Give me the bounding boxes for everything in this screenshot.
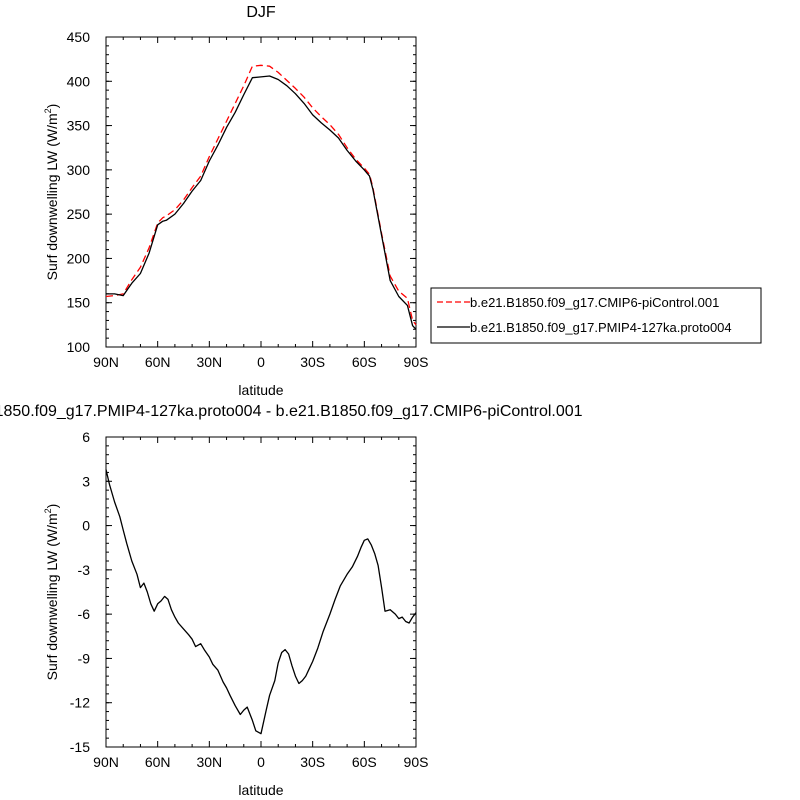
x-tick-label: 60N bbox=[145, 354, 171, 370]
chart-title: DJF bbox=[246, 4, 276, 21]
x-tick-label: 30S bbox=[300, 354, 325, 370]
x-tick-label: 30N bbox=[196, 754, 222, 770]
plot-frame bbox=[105, 436, 417, 748]
legend-label-2: b.e21.B1850.f09_g17.PMIP4-127ka.proto004 bbox=[470, 320, 732, 335]
plot-panel-2: 90N 60N 30N 0 30S 60S 90S 6 3 0 -3 -6 -9 -12 -15 b.e21.… bbox=[0, 403, 583, 798]
y-tick-label: 6 bbox=[82, 429, 90, 445]
plot-panel-1: 90N 60N 30N 0 30S 60S 90S 100 150 200 250 300 350 400… bbox=[43, 4, 762, 398]
y-tick-label: 250 bbox=[67, 206, 91, 222]
x-tick-label: 60N bbox=[145, 754, 171, 770]
y-tick-label: 450 bbox=[67, 29, 91, 45]
x-tick-label: 60S bbox=[352, 354, 377, 370]
x-axis-label: latitude bbox=[238, 782, 283, 798]
x-tick-label: 0 bbox=[257, 354, 265, 370]
x-tick-label: 90S bbox=[404, 754, 429, 770]
legend-box bbox=[430, 287, 762, 344]
y-tick-label: 150 bbox=[67, 295, 91, 311]
y-tick-label: -6 bbox=[78, 606, 91, 622]
legend-label-1: b.e21.B1850.f09_g17.CMIP6-piControl.001 bbox=[470, 295, 719, 310]
y-tick-label: 100 bbox=[67, 339, 91, 355]
y-tick-label: 3 bbox=[82, 473, 90, 489]
y-tick-label: -9 bbox=[78, 650, 91, 666]
series-line-1 bbox=[105, 64, 417, 326]
x-tick-label: 60S bbox=[352, 754, 377, 770]
x-tick-label: 0 bbox=[257, 754, 265, 770]
legend: b.e21.B1850.f09_g17.CMIP6-piControl.001b… bbox=[430, 287, 762, 344]
series-line-2 bbox=[106, 75, 417, 330]
x-tick-label: 30S bbox=[300, 754, 325, 770]
y-tick-label: 400 bbox=[67, 73, 91, 89]
plot-frame bbox=[105, 36, 417, 348]
y-tick-label: 300 bbox=[67, 162, 91, 178]
series-line-1 bbox=[105, 469, 417, 735]
y-tick-label: 350 bbox=[67, 118, 91, 134]
y-tick-label: 0 bbox=[82, 518, 90, 534]
y-tick-label: -15 bbox=[70, 739, 90, 755]
x-tick-label: 90S bbox=[404, 354, 429, 370]
chart-title: b.e21.B1850.f09_g17.PMIP4-127ka.proto004… bbox=[0, 403, 583, 420]
y-axis-label: Surf downwelling LW (W/m2) bbox=[43, 504, 60, 681]
x-tick-label: 90N bbox=[93, 354, 119, 370]
x-axis-label: latitude bbox=[238, 382, 283, 398]
y-tick-label: -3 bbox=[78, 562, 91, 578]
y-axis-label: Surf downwelling LW (W/m2) bbox=[43, 104, 60, 281]
y-tick-label: 200 bbox=[67, 250, 91, 266]
x-tick-label: 90N bbox=[93, 754, 119, 770]
y-tick-label: -12 bbox=[70, 695, 90, 711]
x-tick-label: 30N bbox=[196, 354, 222, 370]
